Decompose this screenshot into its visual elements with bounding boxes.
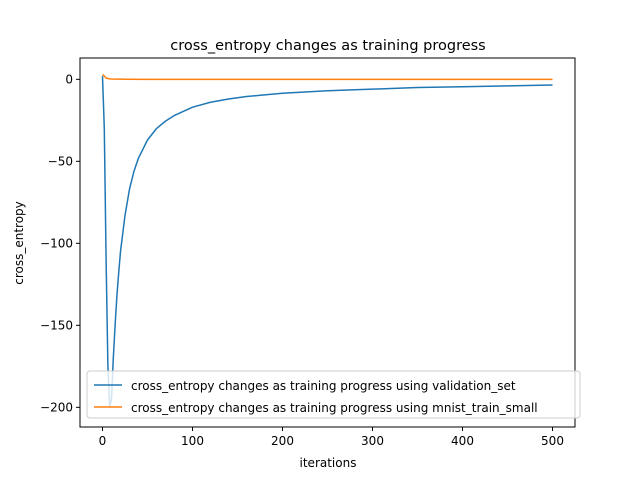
legend-box xyxy=(86,370,581,419)
y-tick-label: −150 xyxy=(40,318,73,332)
y-tick-label: −100 xyxy=(40,236,73,250)
x-tick-label: 500 xyxy=(541,434,564,448)
legend-label-validation: cross_entropy changes as training progre… xyxy=(131,379,516,393)
x-tick-label: 100 xyxy=(181,434,204,448)
x-tick-label: 400 xyxy=(451,434,474,448)
y-tick-label: −200 xyxy=(40,400,73,414)
legend: cross_entropy changes as training progre… xyxy=(86,370,581,419)
chart-title: cross_entropy changes as training progre… xyxy=(170,38,486,54)
x-tick-label: 200 xyxy=(271,434,294,448)
series-line-1 xyxy=(101,73,553,81)
y-axis-ticks: 0 −50 −100 −150 −200 xyxy=(40,72,80,414)
x-tick-label: 300 xyxy=(361,434,384,448)
plot-frame xyxy=(79,57,576,428)
x-axis-ticks: 0 100 200 300 400 500 xyxy=(99,427,564,448)
x-tick-label: 0 xyxy=(99,434,107,448)
y-axis-label: cross_entropy xyxy=(12,201,26,285)
y-tick-label: −50 xyxy=(48,154,73,168)
x-axis-label: iterations xyxy=(300,456,357,470)
legend-label-mnist-train-small: cross_entropy changes as training progre… xyxy=(131,401,538,415)
y-tick-label: 0 xyxy=(65,72,73,86)
